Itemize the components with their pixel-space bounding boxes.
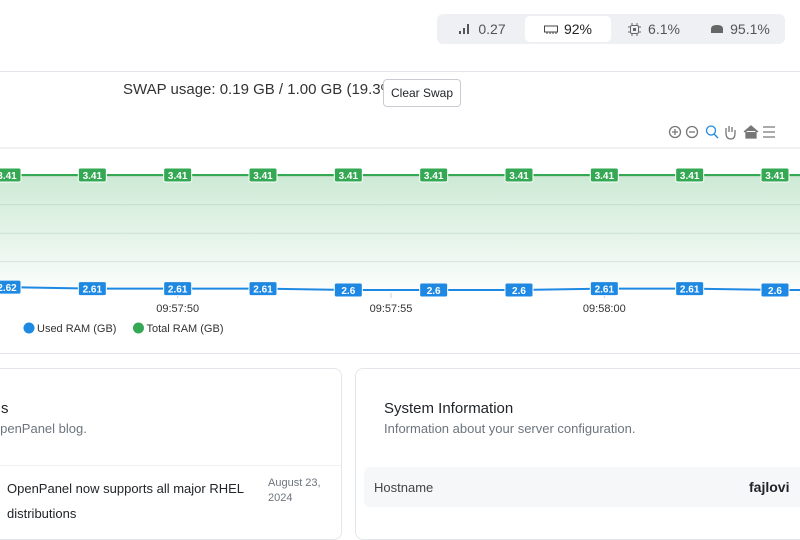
data-label-box [77,167,107,183]
data-label-box [504,167,534,183]
system-row: Hostname fajlovi [364,467,800,507]
pan[interactable] [725,126,736,140]
stat-icon [711,24,724,33]
data-label-box [675,167,705,183]
chart-toolbar [668,125,775,140]
data-label: 3.41 [339,171,359,182]
divider [0,71,800,72]
data-label-box [248,167,278,183]
data-label: 3.41 [595,171,615,182]
legend-marker [23,322,35,334]
stat[interactable]: 6.1% [611,16,697,42]
data-label: 3.41 [424,171,444,182]
data-label: 3.41 [168,171,188,182]
stat-icon [628,22,642,36]
news-title: s [1,400,9,417]
zoom-in[interactable] [668,125,682,139]
legend-label: Used RAM (GB) [37,323,116,335]
data-label: 3.41 [253,171,273,182]
data-label: 3.41 [509,171,529,182]
legend-label: Total RAM (GB) [146,323,223,335]
data-label: 3.41 [0,171,17,182]
data-label: 2.6 [512,286,526,297]
data-label: 2.61 [253,285,273,296]
legend-marker [132,322,144,334]
chart: 09:57:5009:57:5509:58:002.622.612.612.61… [0,147,800,335]
data-label-box [760,167,790,183]
divider [0,353,800,354]
news-item-title: OpenPanel now supports all major RHEL di… [7,481,244,521]
stats-bar: 0.27 92% 6.1% 95.1% [437,14,785,44]
stat-icon [543,25,558,34]
data-label: 2.61 [168,285,188,296]
stat[interactable]: 92% [525,16,611,42]
stat[interactable]: 95.1% [697,16,783,42]
data-label-box [163,167,193,183]
row-value: fajlovi [749,479,790,495]
data-label: 2.6 [768,286,782,297]
data-label-box [0,167,22,183]
data-label-box [333,167,363,183]
data-label: 2.6 [341,286,355,297]
area [0,174,800,290]
page: 0.27 92% 6.1% 95.1% SWAP usage: 0.19 GB / 1… [0,14,800,540]
stat[interactable]: 0.27 [439,16,525,42]
news-subtitle: OpenPanel blog. [0,421,87,436]
swap-text: SWAP usage: 0.19 GB / 1.00 GB (19.3%) [123,81,399,98]
x-tick-label: 09:57:55 [370,303,413,315]
news-card: s OpenPanel blog. OpenPanel now supports… [0,368,342,540]
zoom-out[interactable] [685,125,699,139]
x-tick-label: 09:57:50 [156,303,199,315]
home[interactable] [743,125,759,139]
row-label: Hostname [374,480,434,495]
news-item[interactable]: OpenPanel now supports all major RHEL di… [0,465,341,539]
news-item-date: August 23, 2024 [268,477,321,504]
data-label: 3.41 [765,171,785,182]
data-label-box [589,167,619,183]
stat-value: 6.1% [648,21,680,37]
clear-swap-button[interactable]: Clear Swap [383,79,462,107]
stat-value: 95.1% [730,21,770,37]
system-card: System Information Information about you… [355,368,800,540]
zoom[interactable] [705,125,717,136]
stat-value: 92% [563,21,593,37]
data-label: 3.41 [83,171,103,182]
stat-value: 0.27 [478,21,506,37]
menu[interactable] [763,126,775,138]
data-label: 2.61 [595,285,615,296]
system-title: System Information [384,400,514,417]
data-label: 2.61 [83,285,103,296]
x-tick-label: 09:58:00 [583,303,626,315]
stat-icon [459,23,470,34]
data-label-box [419,167,449,183]
system-subtitle: Information about your server configurat… [384,421,636,436]
data-label: 2.6 [427,286,441,297]
data-label: 2.61 [680,285,700,296]
data-label: 3.41 [680,171,700,182]
